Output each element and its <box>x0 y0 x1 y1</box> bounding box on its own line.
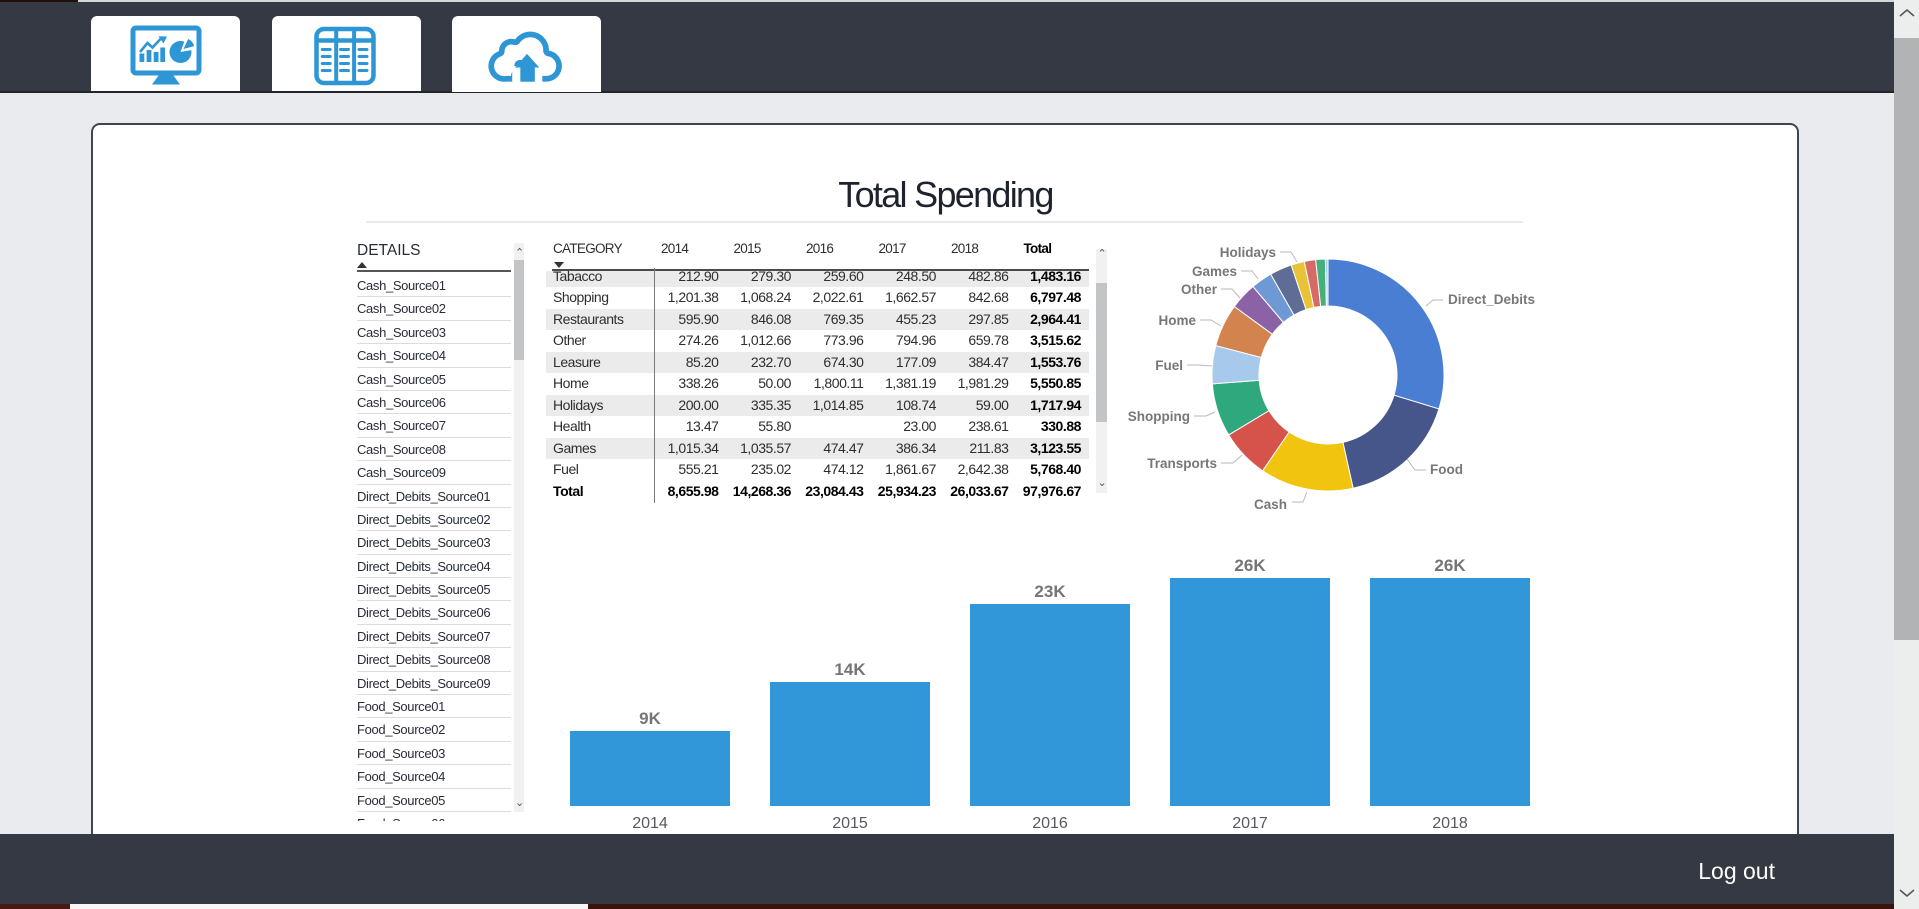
svg-text:Cash: Cash <box>1254 497 1287 512</box>
svg-text:Food: Food <box>1430 462 1463 477</box>
svg-text:Other: Other <box>1181 282 1218 297</box>
svg-text:Games: Games <box>1192 264 1237 279</box>
svg-text:Fuel: Fuel <box>1155 358 1183 373</box>
svg-text:Home: Home <box>1158 313 1196 328</box>
svg-text:Direct_Debits: Direct_Debits <box>1448 292 1535 307</box>
svg-text:Transports: Transports <box>1147 456 1217 471</box>
svg-text:Shopping: Shopping <box>1128 409 1190 424</box>
svg-text:Holidays: Holidays <box>1220 245 1276 260</box>
